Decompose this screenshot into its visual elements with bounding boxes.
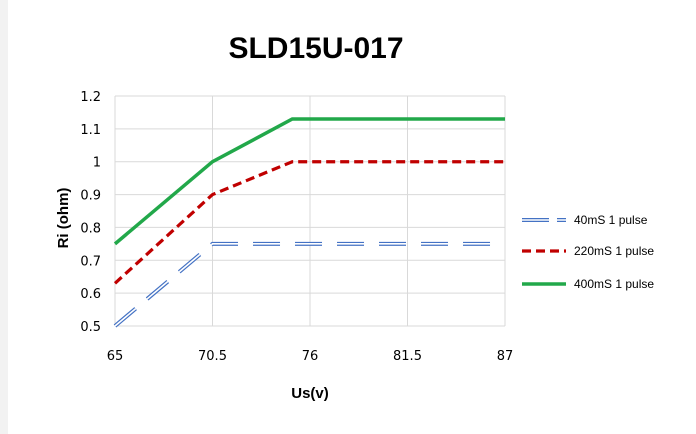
x-tick-label: 81.5: [393, 349, 422, 364]
legend-label: 400mS 1 pulse: [574, 277, 654, 291]
legend-entry: 40mS 1 pulse: [522, 213, 648, 227]
y-tick-label: 0.6: [80, 287, 101, 302]
x-tick-label: 65: [107, 349, 124, 364]
legend-label: 220mS 1 pulse: [574, 244, 654, 258]
grid: [114, 95, 506, 327]
y-axis-title: Ri (ohm): [55, 188, 72, 249]
legend-label: 40mS 1 pulse: [574, 213, 648, 227]
x-tick-label: 76: [302, 349, 319, 364]
y-tick-label: 0.8: [80, 221, 101, 236]
chart-card: [8, 0, 696, 434]
y-tick-label: 1.1: [80, 123, 101, 138]
y-tick-label: 0.5: [80, 320, 101, 335]
x-axis-ticks: 65 70.5 76 81.5 87: [107, 349, 514, 364]
x-tick-label: 87: [497, 349, 514, 364]
series-0: [113, 241, 505, 328]
series-2: [113, 117, 505, 246]
legend-entry: 220mS 1 pulse: [522, 244, 654, 258]
chart-title: SLD15U-017: [228, 32, 403, 65]
legend-entry: 400mS 1 pulse: [522, 277, 654, 291]
y-tick-label: 0.7: [80, 254, 101, 269]
y-tick-label: 1.2: [80, 90, 101, 105]
series-1: [113, 160, 505, 285]
series-line: [113, 160, 505, 285]
x-axis-title: Us(v): [291, 385, 329, 402]
y-tick-label: 1: [93, 156, 101, 171]
y-axis-ticks: 0.5 0.6 0.7 0.8 0.9 1 1.1 1.2: [80, 90, 101, 335]
series-lines: [113, 117, 505, 328]
legend: 40mS 1 pulse 220mS 1 pulse 400mS 1 pulse: [522, 213, 654, 291]
series-line-inner: [114, 243, 505, 327]
x-tick-label: 70.5: [198, 349, 227, 364]
y-tick-label: 0.9: [80, 189, 101, 204]
series-line: [113, 117, 505, 246]
